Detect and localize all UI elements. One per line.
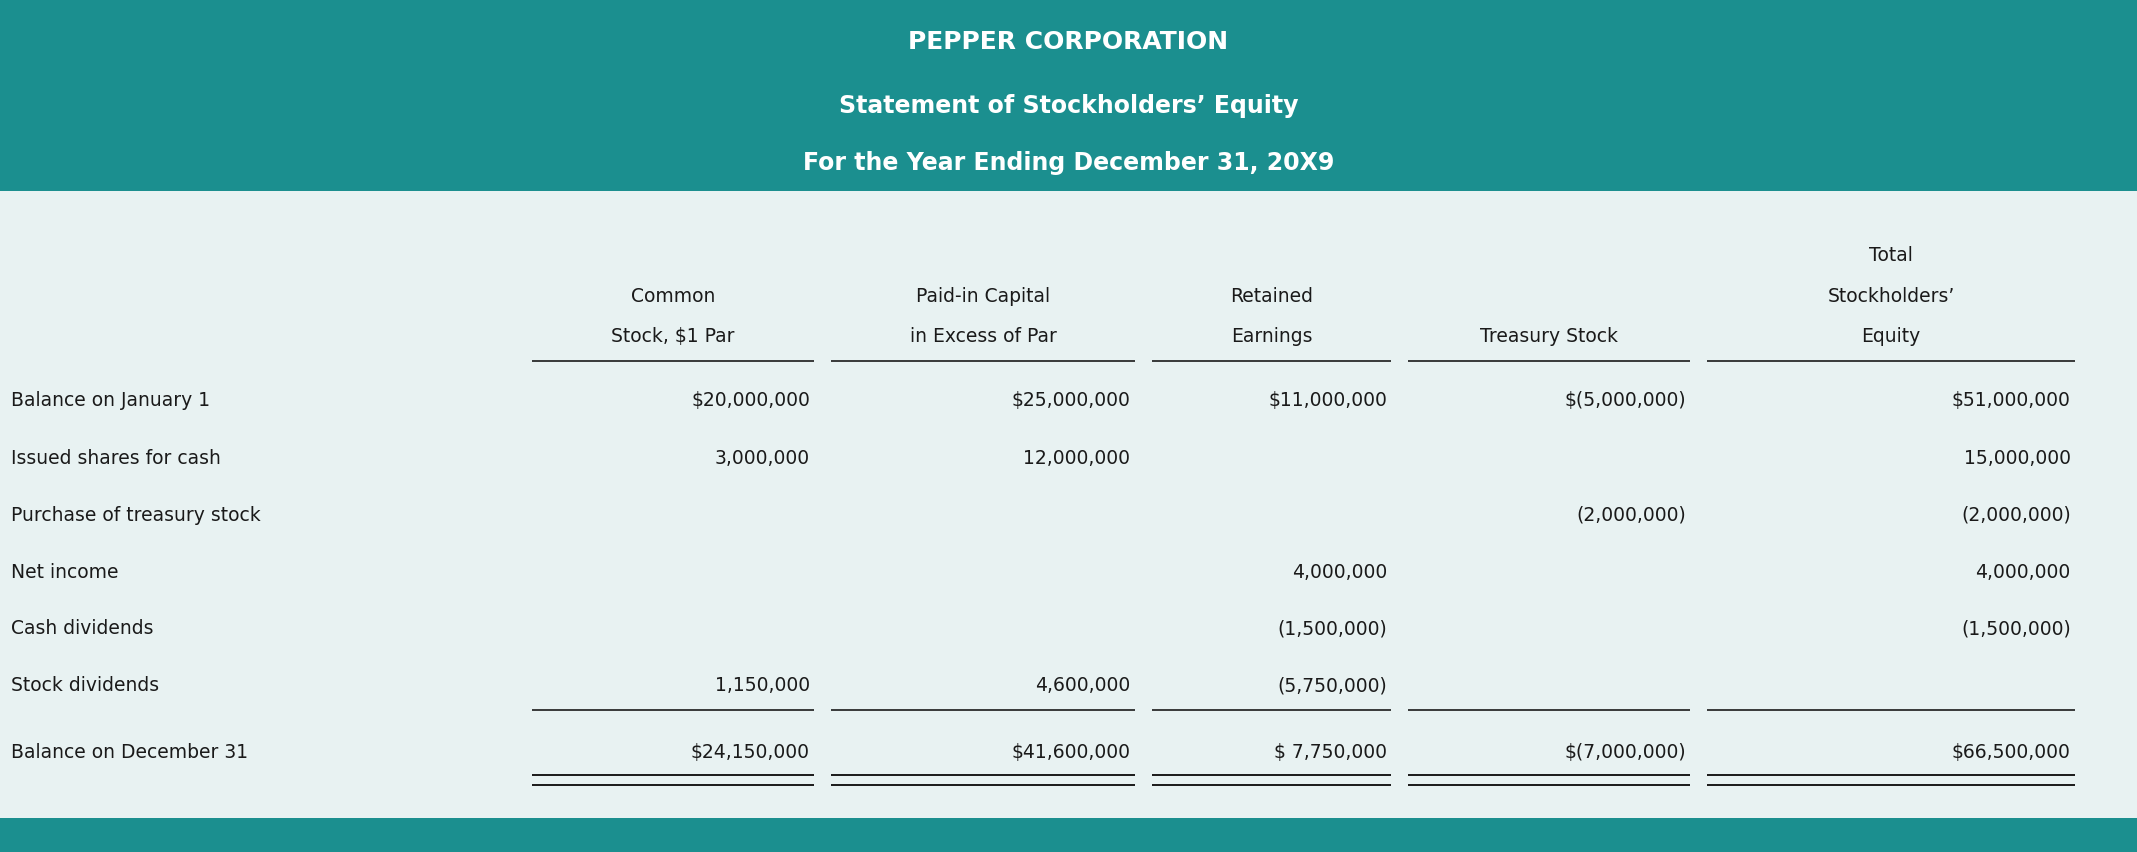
Text: (2,000,000): (2,000,000): [1962, 505, 2071, 524]
Text: Balance on January 1: Balance on January 1: [11, 391, 209, 410]
Text: 1,150,000: 1,150,000: [714, 676, 810, 694]
Text: 12,000,000: 12,000,000: [1024, 448, 1130, 467]
Text: Common: Common: [630, 287, 716, 306]
Text: $(7,000,000): $(7,000,000): [1564, 742, 1686, 761]
Text: (2,000,000): (2,000,000): [1577, 505, 1686, 524]
Text: Earnings: Earnings: [1231, 327, 1312, 346]
Text: Net income: Net income: [11, 562, 118, 581]
Text: $ 7,750,000: $ 7,750,000: [1274, 742, 1387, 761]
Text: 3,000,000: 3,000,000: [714, 448, 810, 467]
Text: (1,500,000): (1,500,000): [1278, 619, 1387, 637]
FancyBboxPatch shape: [0, 818, 2137, 852]
Text: $66,500,000: $66,500,000: [1951, 742, 2071, 761]
Text: Stockholders’: Stockholders’: [1827, 287, 1955, 306]
Text: 4,000,000: 4,000,000: [1975, 562, 2071, 581]
Text: $11,000,000: $11,000,000: [1267, 391, 1387, 410]
Text: $51,000,000: $51,000,000: [1951, 391, 2071, 410]
Text: $41,600,000: $41,600,000: [1011, 742, 1130, 761]
Text: Stock, $1 Par: Stock, $1 Par: [611, 327, 735, 346]
Text: (1,500,000): (1,500,000): [1962, 619, 2071, 637]
Text: (5,750,000): (5,750,000): [1278, 676, 1387, 694]
Text: $24,150,000: $24,150,000: [690, 742, 810, 761]
Text: Treasury Stock: Treasury Stock: [1481, 327, 1618, 346]
Text: Total: Total: [1870, 246, 1913, 265]
Text: 4,000,000: 4,000,000: [1291, 562, 1387, 581]
Text: Purchase of treasury stock: Purchase of treasury stock: [11, 505, 261, 524]
Text: Cash dividends: Cash dividends: [11, 619, 154, 637]
Text: $25,000,000: $25,000,000: [1011, 391, 1130, 410]
Text: Statement of Stockholders’ Equity: Statement of Stockholders’ Equity: [838, 94, 1299, 118]
Text: Balance on December 31: Balance on December 31: [11, 742, 248, 761]
Text: $(5,000,000): $(5,000,000): [1564, 391, 1686, 410]
Text: Stock dividends: Stock dividends: [11, 676, 158, 694]
Text: in Excess of Par: in Excess of Par: [910, 327, 1056, 346]
FancyBboxPatch shape: [0, 0, 2137, 192]
Text: $20,000,000: $20,000,000: [690, 391, 810, 410]
Text: Equity: Equity: [1861, 327, 1921, 346]
Text: PEPPER CORPORATION: PEPPER CORPORATION: [908, 30, 1229, 55]
Text: Paid-in Capital: Paid-in Capital: [917, 287, 1049, 306]
Text: Issued shares for cash: Issued shares for cash: [11, 448, 220, 467]
Text: Retained: Retained: [1231, 287, 1312, 306]
Text: 4,600,000: 4,600,000: [1034, 676, 1130, 694]
Text: 15,000,000: 15,000,000: [1964, 448, 2071, 467]
Text: For the Year Ending December 31, 20X9: For the Year Ending December 31, 20X9: [804, 151, 1333, 175]
